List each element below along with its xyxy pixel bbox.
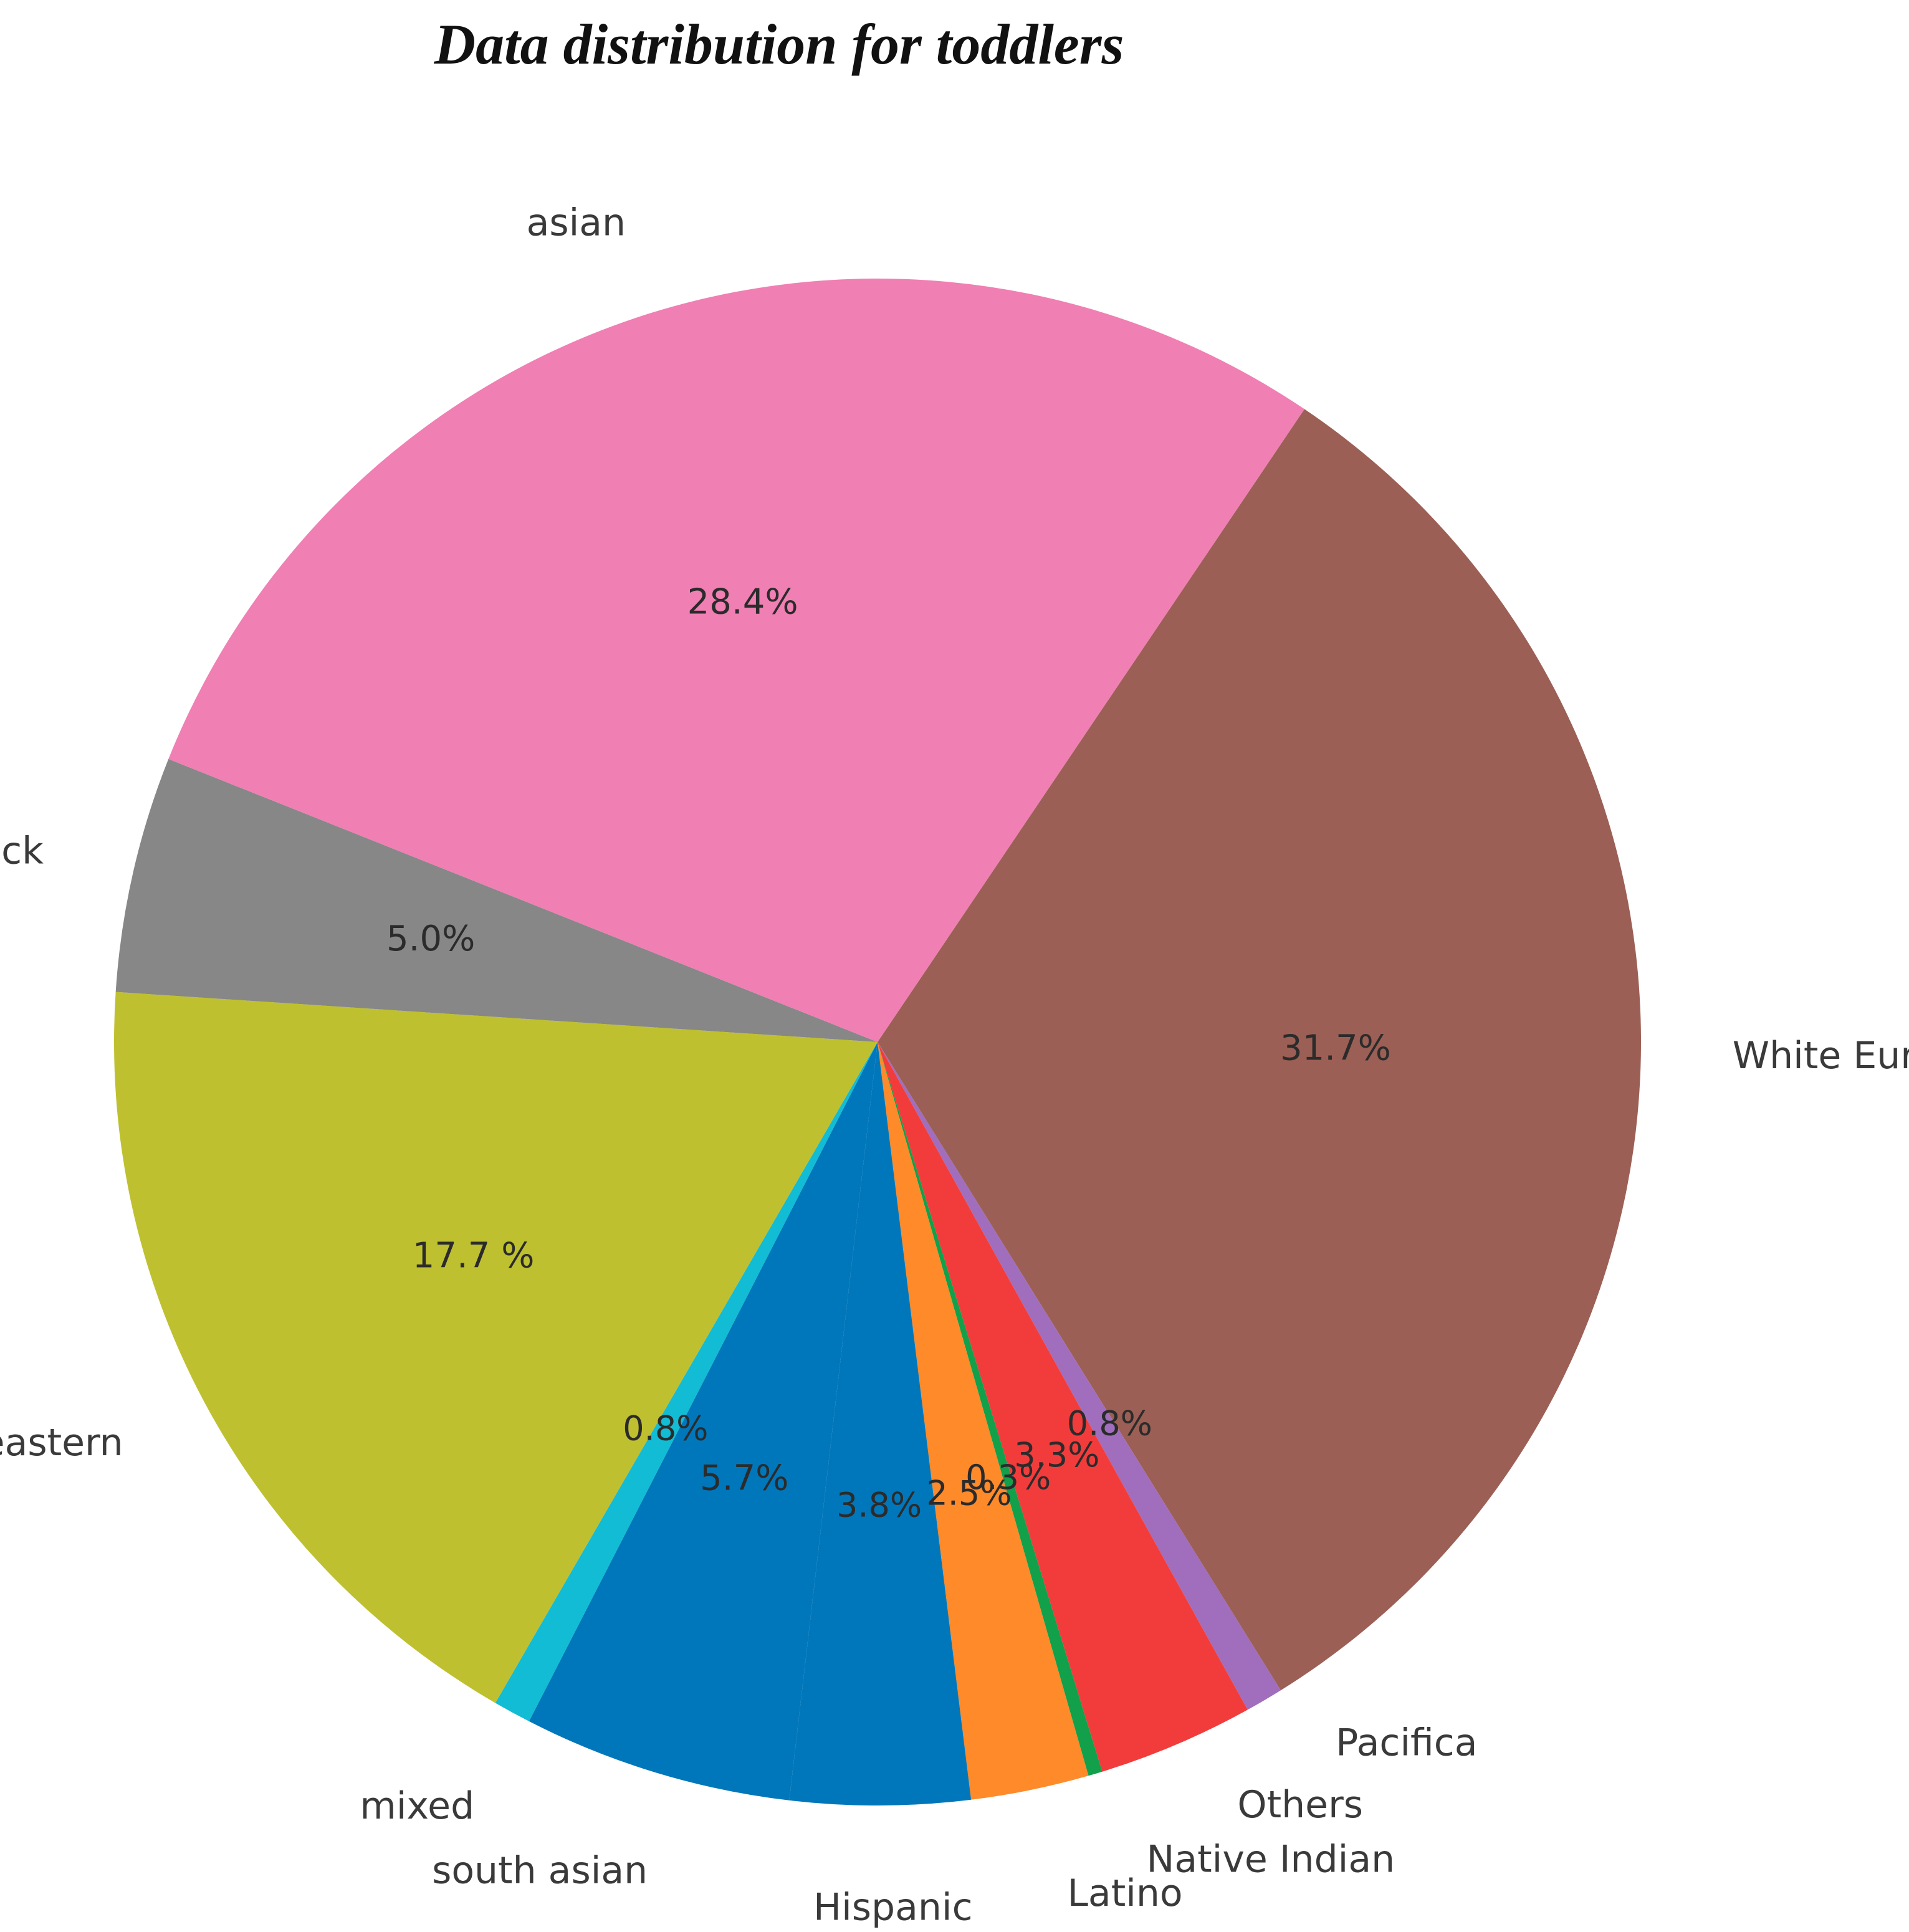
slice-pct-hispanic: 3.8% [836, 1486, 922, 1525]
pie-slice-others [878, 1042, 1248, 1772]
slice-pct-native-indian: 0.3% [965, 1458, 1051, 1497]
slice-label-latino: Latino [1068, 1872, 1183, 1915]
slice-pct-south-asian: 5.7% [700, 1458, 788, 1498]
slice-pct-others: 3.3% [1014, 1435, 1099, 1475]
pie-slice-latino [878, 1042, 1089, 1800]
pie-slice-native-indian [878, 1042, 1103, 1776]
slice-label-white-european: White European [1733, 1034, 1909, 1078]
slice-label-mixed: mixed [360, 1784, 474, 1828]
slice-label-pacifica: Pacifica [1336, 1721, 1477, 1764]
pie-slice-asian [168, 279, 1305, 1043]
slice-label-hispanic: Hispanic [813, 1886, 973, 1930]
slice-pct-white-european: 31.7% [1280, 1028, 1391, 1069]
chart-title: Data distribution for toddlers [434, 12, 1124, 76]
pie-slice-middle-eastern [114, 992, 878, 1703]
slice-label-middle-eastern: middle eastern [0, 1421, 123, 1465]
slice-label-others: Others [1237, 1783, 1363, 1827]
pie-slice-pacifica [878, 1042, 1281, 1710]
slice-label-south-asian: south asian [432, 1848, 648, 1892]
slice-pct-asian: 28.4% [687, 582, 798, 623]
slice-pct-mixed: 0.8% [623, 1408, 708, 1448]
pie-slice-hispanic [789, 1042, 972, 1805]
pie-slice-white-european [878, 409, 1641, 1691]
slice-pct-middle-eastern: 17.7 % [413, 1235, 535, 1276]
slice-label-native-indian: Native Indian [1147, 1838, 1395, 1882]
slice-label-asian: asian [527, 201, 626, 244]
slice-label-black: black [0, 830, 44, 873]
slice-pct-black: 5.0% [386, 919, 475, 959]
pie-slice-south-asian [529, 1042, 878, 1800]
slice-pct-latino: 2.5% [926, 1474, 1012, 1513]
pie-slice-black [115, 758, 878, 1042]
pie-slice-mixed [495, 1042, 878, 1721]
slice-pct-pacifica: 0.8% [1067, 1404, 1152, 1443]
